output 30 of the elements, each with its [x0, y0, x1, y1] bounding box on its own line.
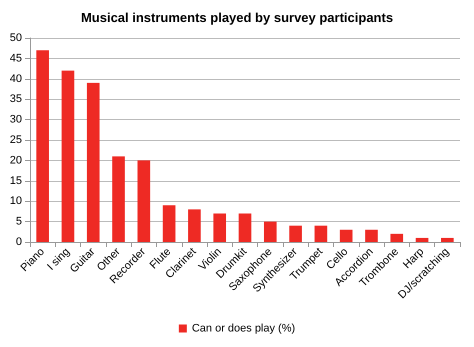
y-tick-label: 15: [10, 174, 22, 187]
y-tick-label: 45: [10, 52, 22, 64]
bar: [314, 226, 328, 242]
y-tick-label: 30: [10, 114, 22, 126]
bar: [188, 209, 201, 242]
bar: [441, 238, 454, 242]
bar: [112, 156, 125, 242]
y-tick-label: 40: [10, 72, 22, 85]
bar: [86, 82, 100, 242]
y-tick-label: 20: [10, 154, 22, 166]
bar: [162, 205, 176, 242]
y-tick-label: 5: [16, 216, 22, 228]
bar: [238, 213, 252, 242]
legend-label: Can or does play (%): [192, 322, 296, 334]
chart-title: Musical instruments played by survey participants: [80, 10, 394, 25]
y-tick-label: 35: [10, 93, 22, 106]
bar: [416, 238, 428, 242]
bar: [340, 230, 352, 242]
bar: [213, 213, 226, 242]
bar: [289, 226, 302, 242]
bar: [390, 234, 404, 242]
y-tick-label: 25: [10, 134, 22, 146]
y-tick-label: 10: [10, 195, 22, 208]
bar: [264, 222, 277, 242]
bar: [36, 50, 49, 242]
y-tick-label: 50: [10, 32, 22, 44]
bar: [62, 70, 74, 242]
bar: [138, 160, 150, 242]
bar: [365, 230, 378, 242]
y-tick-label: 0: [16, 236, 22, 248]
